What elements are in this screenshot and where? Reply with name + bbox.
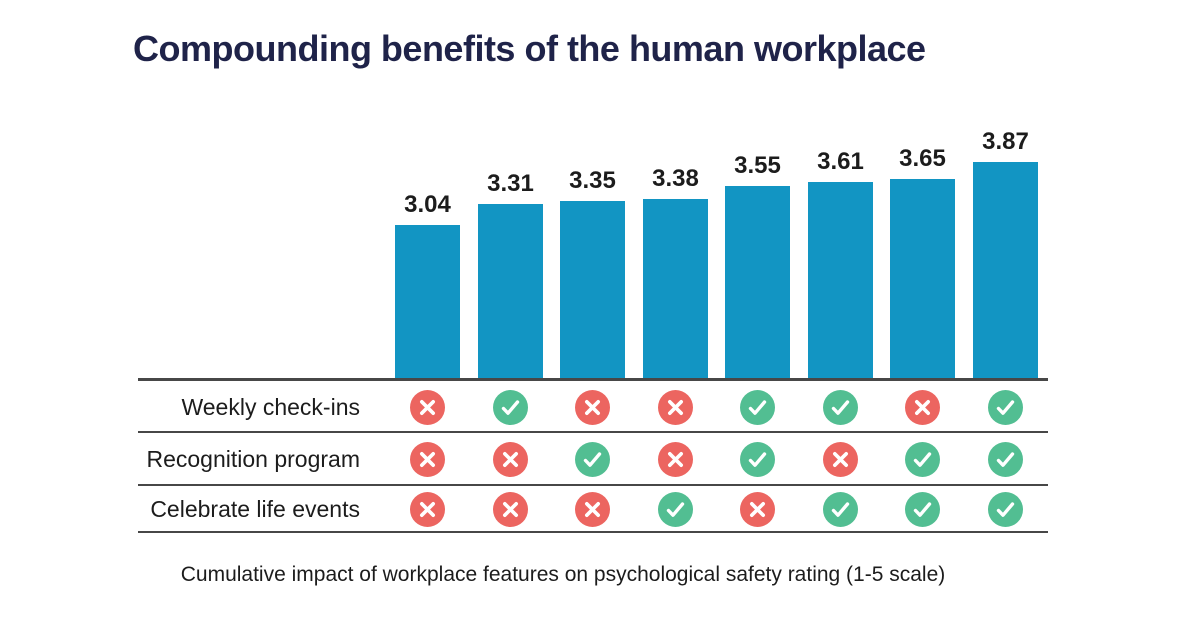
check-icon <box>988 390 1023 425</box>
x-icon <box>410 390 445 425</box>
bar <box>478 204 543 380</box>
bar <box>395 225 460 380</box>
bar <box>643 199 708 380</box>
feature-row-label: Weekly check-ins <box>181 394 360 420</box>
x-icon <box>410 442 445 477</box>
check-icon <box>988 492 1023 527</box>
x-icon <box>905 390 940 425</box>
check-icon <box>905 492 940 527</box>
bar-value-label: 3.04 <box>404 191 451 218</box>
check-icon <box>493 390 528 425</box>
x-icon <box>658 442 693 477</box>
feature-row-label: Recognition program <box>146 446 360 472</box>
bar <box>560 201 625 380</box>
x-icon <box>493 492 528 527</box>
x-icon <box>493 442 528 477</box>
x-icon <box>410 492 445 527</box>
bar-value-label: 3.65 <box>899 145 946 172</box>
bar-value-label: 3.87 <box>982 128 1029 155</box>
bar-value-label: 3.31 <box>487 170 534 197</box>
check-icon <box>823 492 858 527</box>
check-icon <box>658 492 693 527</box>
check-icon <box>575 442 610 477</box>
chart-caption: Cumulative impact of workplace features … <box>180 563 946 586</box>
row-divider <box>138 431 1048 433</box>
x-icon <box>658 390 693 425</box>
bar <box>973 162 1038 380</box>
bar <box>890 179 955 380</box>
bar-value-label: 3.38 <box>652 165 699 192</box>
bar-value-label: 3.61 <box>817 148 864 175</box>
row-divider <box>138 531 1048 533</box>
bar <box>725 186 790 380</box>
bar-value-label: 3.35 <box>569 167 616 194</box>
x-icon <box>575 390 610 425</box>
check-icon <box>740 390 775 425</box>
check-icon <box>905 442 940 477</box>
x-icon <box>740 492 775 527</box>
check-icon <box>823 390 858 425</box>
check-icon <box>740 442 775 477</box>
chart-baseline <box>138 378 1048 381</box>
page-title: Compounding benefits of the human workpl… <box>133 28 926 69</box>
bar-value-label: 3.55 <box>734 152 781 179</box>
row-divider <box>138 484 1048 486</box>
feature-row-label: Celebrate life events <box>150 496 360 522</box>
x-icon <box>823 442 858 477</box>
bar <box>808 182 873 380</box>
check-icon <box>988 442 1023 477</box>
x-icon <box>575 492 610 527</box>
